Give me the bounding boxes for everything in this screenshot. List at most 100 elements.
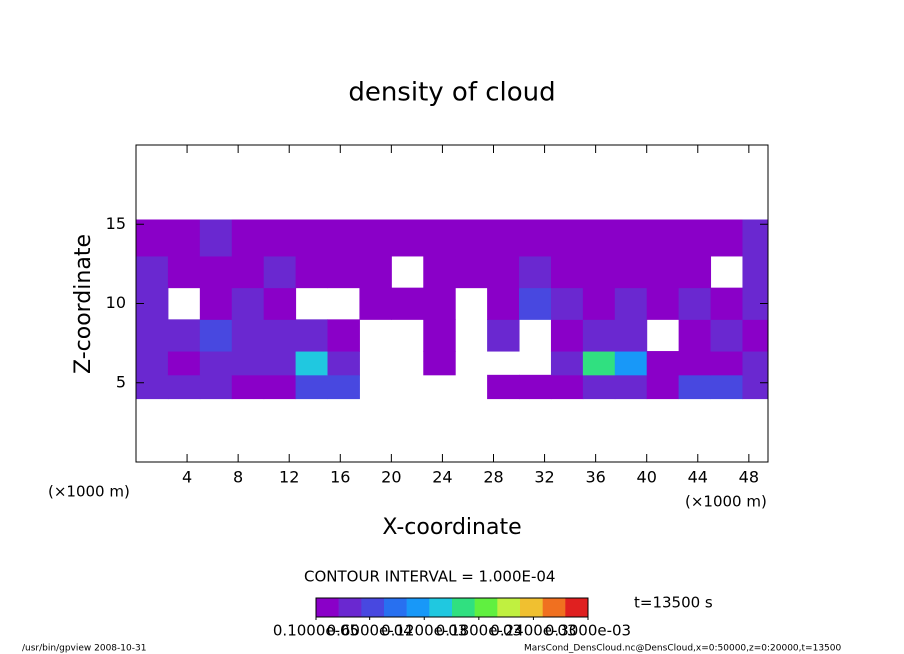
cell — [710, 287, 743, 320]
chart-title: density of cloud — [348, 78, 555, 108]
x-unit: (×1000 m) — [685, 493, 767, 511]
colorbar-swatch — [474, 598, 498, 617]
cell — [231, 374, 265, 400]
x-tick-label: 24 — [432, 468, 452, 487]
x-axis-label: X-coordinate — [382, 515, 521, 540]
colorbar-swatch — [429, 598, 453, 617]
cell — [678, 219, 712, 257]
cell — [295, 374, 329, 400]
cell — [678, 319, 712, 352]
cell — [487, 219, 520, 257]
cell — [614, 255, 648, 289]
cell — [678, 255, 712, 289]
x-tick-label: 44 — [688, 468, 708, 487]
colorbar-swatch — [316, 598, 339, 617]
cell — [487, 319, 520, 352]
cell — [582, 287, 616, 320]
cell — [327, 351, 360, 376]
cell — [167, 319, 201, 352]
cell — [136, 219, 169, 257]
colorbar-swatch — [384, 598, 407, 617]
footer-left: /usr/bin/gpview 2008-10-31 — [22, 644, 146, 654]
cell — [678, 351, 712, 376]
time-label: t=13500 s — [634, 594, 713, 612]
colorbar-label: 0.1800e-03 — [436, 622, 522, 640]
y-tick-label: 10 — [106, 293, 126, 312]
cell — [742, 374, 769, 400]
x-tick-label: 48 — [739, 468, 759, 487]
cell — [423, 255, 456, 289]
cell — [263, 255, 297, 289]
cell — [678, 287, 712, 320]
colorbar-swatch — [452, 598, 475, 617]
x-tick-label: 28 — [483, 468, 503, 487]
cell — [582, 319, 616, 352]
cell — [550, 287, 584, 320]
cell — [487, 374, 520, 400]
cell — [455, 219, 488, 257]
cell — [582, 351, 616, 376]
cell — [550, 255, 584, 289]
cell — [136, 255, 169, 289]
cell — [199, 287, 233, 320]
cell — [327, 374, 360, 400]
field — [136, 219, 769, 400]
cell — [519, 287, 552, 320]
cell — [582, 255, 616, 289]
cell — [646, 287, 680, 320]
x-tick-label: 16 — [330, 468, 350, 487]
cell — [231, 287, 265, 320]
cell — [295, 219, 329, 257]
cell — [519, 374, 552, 400]
cell — [263, 319, 297, 352]
cell — [646, 374, 680, 400]
y-unit: (×1000 m) — [48, 483, 130, 501]
cell — [199, 351, 233, 376]
colorbar-label: 0.2400e-03 — [490, 622, 576, 640]
x-tick-label: 20 — [381, 468, 401, 487]
cell — [359, 219, 392, 257]
x-tick-label: 40 — [637, 468, 657, 487]
cell — [582, 374, 616, 400]
cell — [423, 287, 456, 320]
cell — [263, 374, 297, 400]
cell — [550, 374, 584, 400]
cell — [199, 219, 233, 257]
cell — [231, 255, 265, 289]
colorbar-label: 0.1200e-03 — [381, 622, 467, 640]
x-tick-label: 36 — [585, 468, 605, 487]
y-axis-label: Z-coordinate — [71, 234, 96, 374]
cell — [327, 319, 360, 352]
cell — [487, 255, 520, 289]
colorbar-swatch — [406, 598, 430, 617]
colorbar-swatch — [542, 598, 566, 617]
cell — [231, 219, 265, 257]
colorbar-swatch — [520, 598, 543, 617]
cell — [136, 351, 169, 376]
cell — [263, 287, 297, 320]
cell — [550, 319, 584, 352]
cell — [710, 219, 743, 257]
colorbar-label: 0.3000e-03 — [545, 622, 631, 640]
cell — [136, 319, 169, 352]
cell — [295, 255, 329, 289]
cell — [519, 219, 552, 257]
cell — [167, 351, 201, 376]
cell — [742, 219, 769, 257]
contour-interval: CONTOUR INTERVAL = 1.000E-04 — [304, 568, 555, 586]
cell — [550, 351, 584, 376]
colorbar-label: 0.6000e-04 — [327, 622, 413, 640]
cell — [455, 255, 488, 289]
cell — [582, 219, 616, 257]
cell — [710, 351, 743, 376]
cell — [646, 219, 680, 257]
cell — [359, 255, 392, 289]
cell — [678, 374, 712, 400]
cell — [742, 319, 769, 352]
cell — [359, 287, 392, 320]
x-tick-label: 4 — [182, 468, 192, 487]
cell — [231, 351, 265, 376]
y-tick-label: 5 — [116, 372, 126, 391]
x-tick-label: 8 — [233, 468, 243, 487]
